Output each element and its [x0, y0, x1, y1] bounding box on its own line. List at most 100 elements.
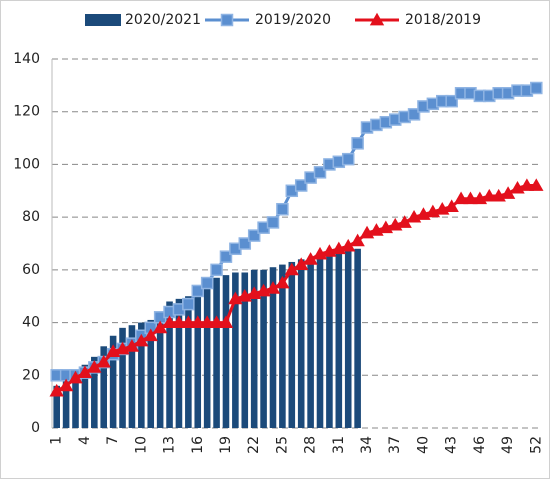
x-tick-label: 25: [274, 436, 290, 454]
bar: [166, 301, 173, 428]
point: [294, 257, 309, 270]
x-tick-label: 31: [331, 436, 347, 454]
point: [209, 315, 224, 328]
point: [162, 315, 177, 328]
point: [134, 333, 149, 347]
bar: [156, 312, 164, 428]
x-tick-label: 34: [359, 436, 375, 454]
bar: [100, 346, 108, 428]
legend-swatch: [85, 14, 121, 26]
bar: [250, 269, 258, 428]
point: [200, 276, 214, 290]
bar: [81, 364, 89, 428]
point: [397, 215, 412, 228]
bar: [62, 380, 70, 428]
point: [220, 13, 234, 27]
bar: [269, 267, 277, 428]
bar: [119, 327, 126, 428]
point: [152, 320, 168, 334]
x-tick-label: 13: [162, 436, 178, 454]
x-tick-label: 28: [303, 436, 319, 454]
y-tick-label: 60: [22, 262, 40, 278]
bar: [147, 319, 155, 428]
bar: [91, 356, 98, 428]
point: [463, 191, 478, 205]
bar: [138, 322, 145, 428]
point: [341, 152, 355, 166]
point: [369, 12, 385, 26]
point: [341, 238, 356, 252]
x-tick-label: 22: [246, 436, 262, 454]
point: [519, 178, 535, 191]
point: [58, 378, 74, 392]
bar: [354, 248, 361, 428]
bar: [241, 272, 249, 428]
bar: [297, 259, 305, 428]
bar: [260, 269, 267, 428]
legend-label: 2019/2020: [255, 12, 331, 28]
bar: [335, 251, 343, 428]
point: [350, 233, 365, 247]
point: [124, 339, 140, 352]
bar: [185, 296, 192, 428]
x-tick-label: 43: [444, 436, 460, 454]
x-tick-label: 10: [133, 436, 149, 454]
bar: [288, 261, 296, 428]
y-tick-label: 120: [13, 104, 40, 120]
point: [49, 383, 64, 397]
y-tick-label: 100: [13, 156, 40, 172]
point: [210, 263, 223, 277]
bar: [203, 283, 211, 428]
point: [190, 315, 205, 328]
bar: [279, 264, 286, 428]
bar: [175, 298, 183, 428]
x-tick-label: 19: [218, 436, 234, 454]
point: [265, 281, 281, 294]
point: [444, 199, 459, 212]
point: [453, 191, 469, 205]
y-tick-label: 80: [22, 209, 40, 225]
point: [529, 178, 544, 191]
point: [143, 328, 158, 342]
y-tick-label: 0: [31, 420, 40, 436]
bar: [128, 325, 136, 428]
point: [96, 354, 111, 368]
point: [77, 365, 93, 379]
point: [303, 252, 318, 265]
point: [351, 137, 364, 150]
bar: [307, 259, 314, 428]
bar: [53, 385, 60, 428]
y-tick-label: 140: [13, 51, 40, 67]
point: [219, 250, 233, 263]
point: [182, 297, 195, 311]
bar: [213, 277, 220, 428]
bar: [326, 254, 333, 428]
x-tick-label: 1: [49, 436, 65, 445]
point: [191, 284, 205, 298]
bar: [344, 251, 352, 428]
bar: [72, 372, 79, 428]
point: [313, 166, 327, 179]
point: [199, 315, 215, 328]
x-tick-label: 40: [415, 436, 431, 454]
point: [181, 315, 196, 328]
bar: [222, 275, 230, 428]
point: [87, 360, 102, 373]
point: [238, 237, 252, 250]
point: [445, 94, 458, 108]
legend-label: 2020/2021: [125, 12, 201, 28]
point: [276, 202, 289, 216]
point: [266, 216, 280, 229]
point: [294, 179, 308, 192]
x-tick-label: 16: [190, 436, 206, 454]
bar: [232, 272, 239, 428]
y-tick-label: 20: [22, 367, 40, 383]
x-tick-label: 4: [77, 436, 93, 445]
x-tick-label: 37: [387, 436, 403, 454]
point: [247, 229, 261, 242]
y-tick-label: 40: [22, 315, 40, 331]
point: [407, 108, 421, 121]
point: [171, 315, 187, 328]
x-tick-label: 46: [472, 436, 488, 454]
